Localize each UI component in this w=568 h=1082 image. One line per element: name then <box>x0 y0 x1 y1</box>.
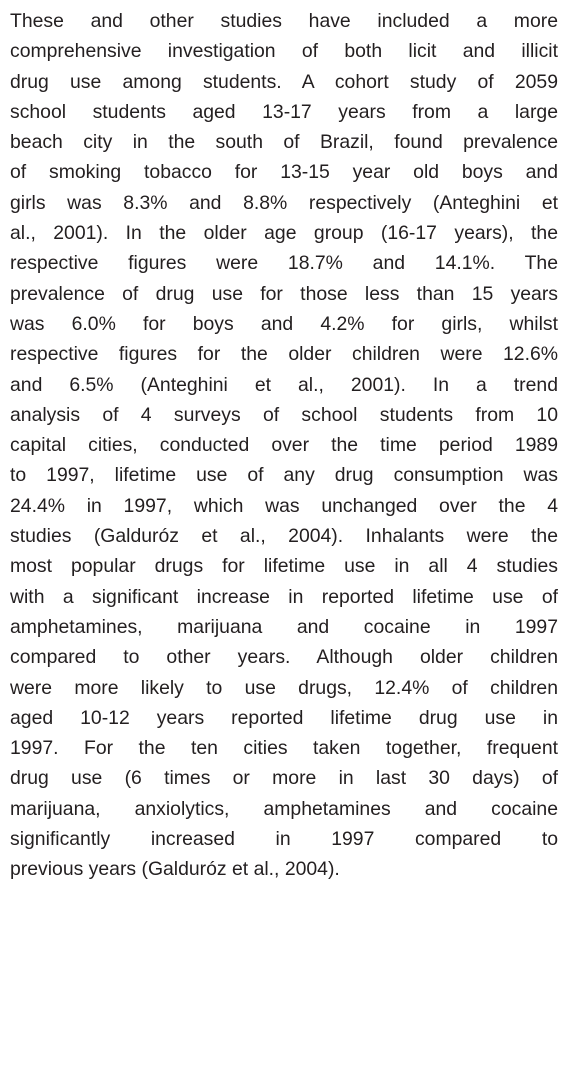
text-line: and 6.5% (Anteghini et al., 2001). In a … <box>10 373 558 396</box>
text-line: beach city in the south of Brazil, found… <box>10 131 558 154</box>
body-paragraph: These and other studies have included a … <box>10 6 558 885</box>
text-line: respective figures for the older childre… <box>10 343 558 366</box>
text-line: analysis of 4 surveys of school students… <box>10 403 558 426</box>
text-line: previous years (Galduróz et al., 2004). <box>10 858 340 881</box>
text-line: aged 10-12 years reported lifetime drug … <box>10 706 558 729</box>
text-line: prevalence of drug use for those less th… <box>10 282 558 305</box>
text-line: with a significant increase in reported … <box>10 585 558 608</box>
text-line: girls was 8.3% and 8.8% respectively (An… <box>10 191 558 214</box>
text-line: capital cities, conducted over the time … <box>10 434 558 457</box>
text-line: marijuana, anxiolytics, amphetamines and… <box>10 797 558 820</box>
text-line: amphetamines, marijuana and cocaine in 1… <box>10 615 558 638</box>
text-line: to 1997, lifetime use of any drug consum… <box>10 464 558 487</box>
text-line: studies (Galduróz et al., 2004). Inhalan… <box>10 525 558 548</box>
text-line: most popular drugs for lifetime use in a… <box>10 555 558 578</box>
text-line: was 6.0% for boys and 4.2% for girls, wh… <box>10 312 558 335</box>
text-line: 1997. For the ten cities taken together,… <box>10 737 558 760</box>
text-line: respective figures were 18.7% and 14.1%.… <box>10 252 558 275</box>
text-line: drug use among students. A cohort study … <box>10 70 558 93</box>
text-line: drug use (6 times or more in last 30 day… <box>10 767 558 790</box>
text-line: compared to other years. Although older … <box>10 646 558 669</box>
text-line: These and other studies have included a … <box>10 10 558 32</box>
text-line: 24.4% in 1997, which was unchanged over … <box>10 494 558 517</box>
text-line: significantly increased in 1997 compared… <box>10 828 558 851</box>
text-line: of smoking tobacco for 13-15 year old bo… <box>10 161 558 184</box>
text-line: comprehensive investigation of both lici… <box>10 40 558 63</box>
text-line: school students aged 13-17 years from a … <box>10 100 558 123</box>
text-line: al., 2001). In the older age group (16-1… <box>10 222 558 245</box>
text-line: were more likely to use drugs, 12.4% of … <box>10 676 558 699</box>
